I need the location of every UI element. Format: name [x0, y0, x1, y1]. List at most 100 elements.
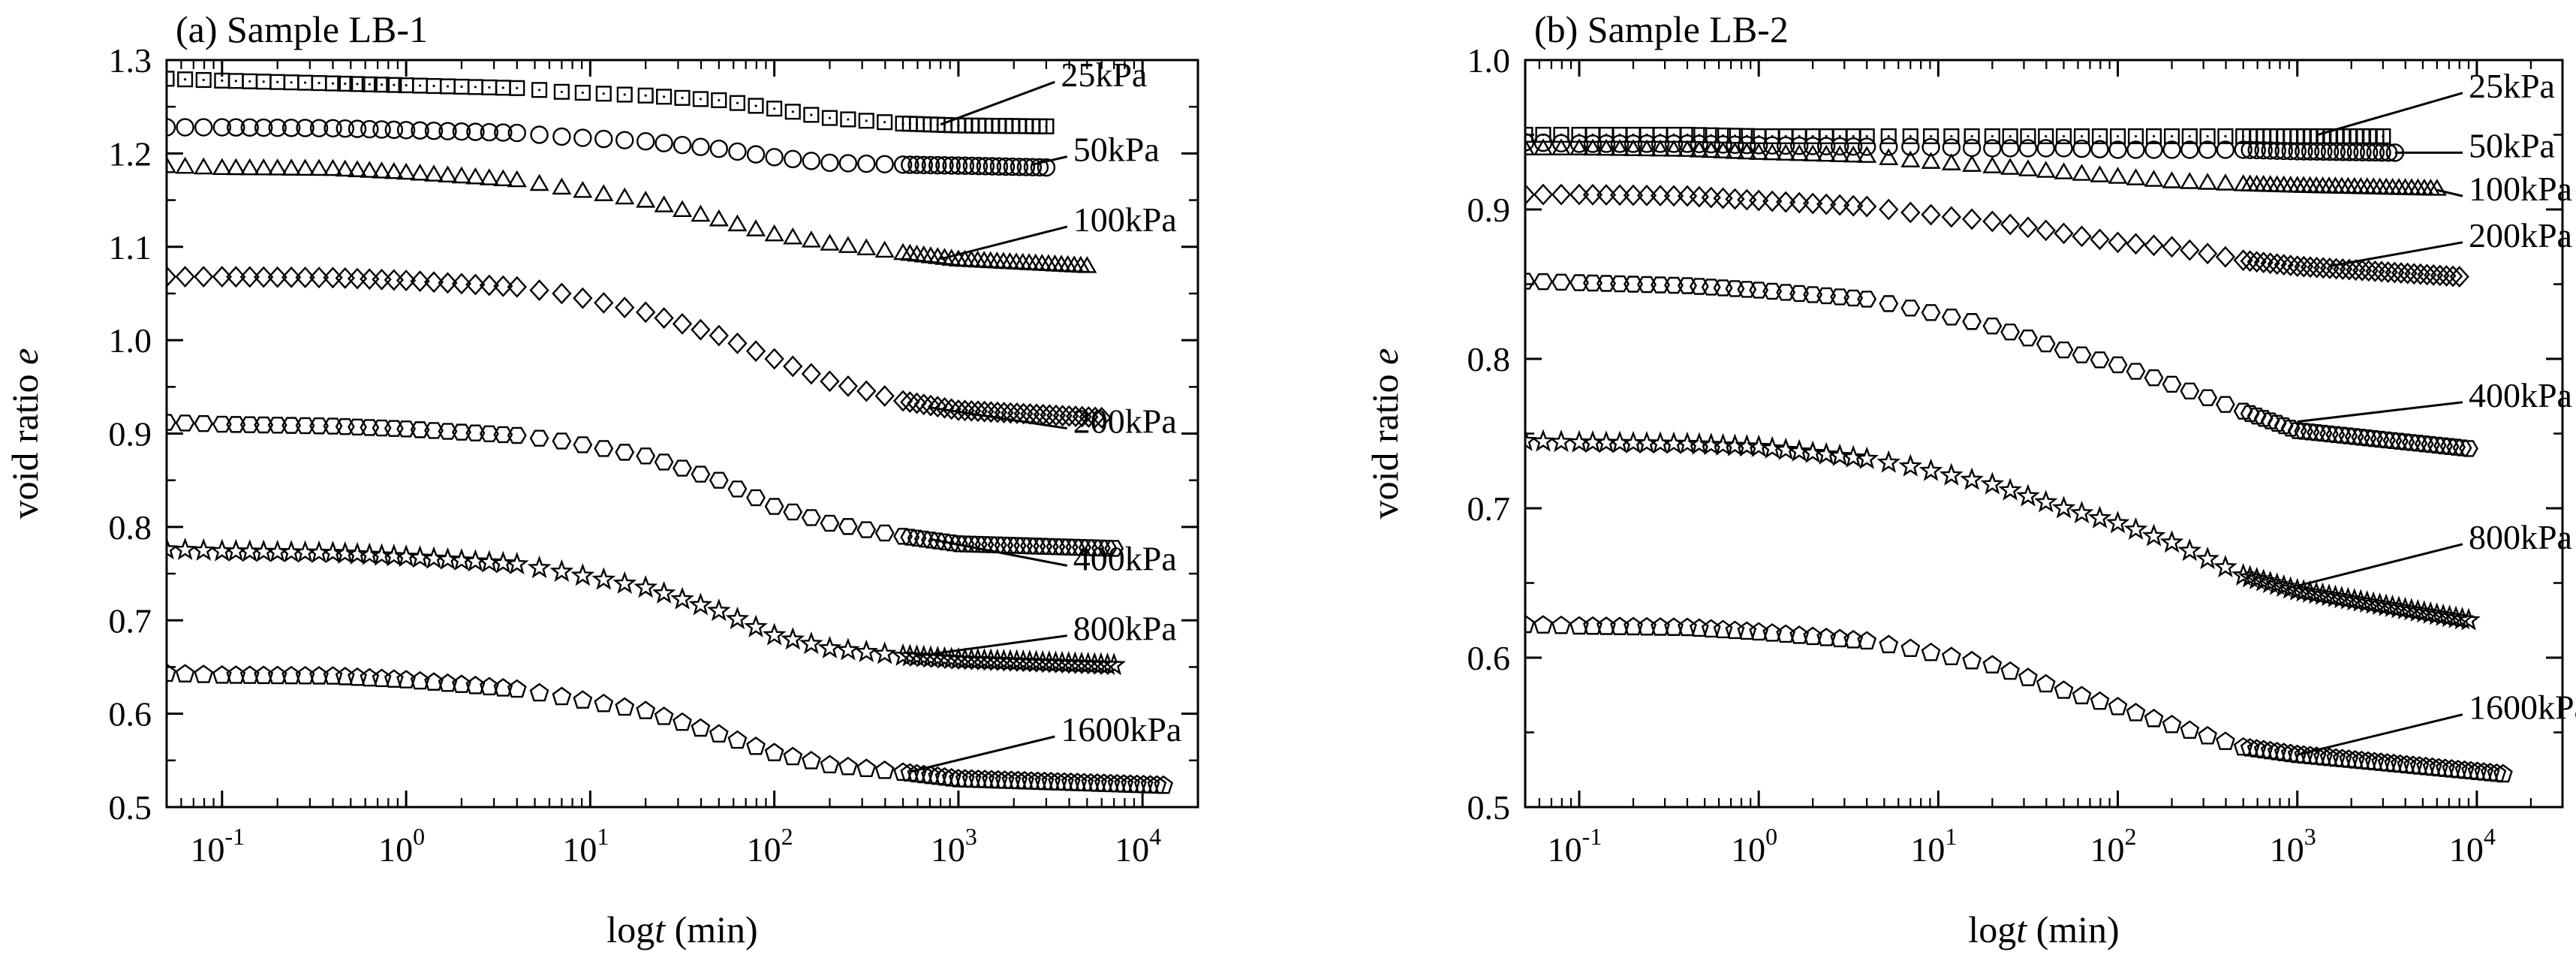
- data-point: [2213, 554, 2237, 578]
- x-tick-label: 104: [1115, 823, 1161, 869]
- data-point: [1714, 135, 1732, 154]
- data-point: [921, 155, 940, 175]
- data-point: [438, 122, 457, 140]
- data-point: [2352, 259, 2373, 282]
- data-point: [1803, 192, 1823, 215]
- data-point: [2109, 128, 2126, 145]
- data-point: [1636, 184, 1657, 206]
- data-point: [1879, 295, 1899, 312]
- data-point: [451, 423, 471, 441]
- data-point: [745, 219, 766, 236]
- data-point: [1551, 138, 1572, 155]
- data-point: [762, 622, 787, 646]
- data-point: [2412, 600, 2436, 623]
- data-point: [2373, 143, 2391, 162]
- data-point: [2397, 262, 2418, 285]
- data-point: [2380, 594, 2405, 618]
- data-point: [2371, 261, 2392, 283]
- data-point: [1749, 143, 1769, 160]
- data-point: [2036, 219, 2056, 242]
- data-point: [1549, 429, 1573, 453]
- data-point: [360, 161, 380, 178]
- data-point: [1664, 276, 1684, 294]
- data-point: [904, 644, 929, 667]
- data-point: [360, 268, 380, 291]
- data-point: [2126, 703, 2146, 721]
- data-point: [1569, 138, 1590, 155]
- data-point: [1531, 429, 1555, 452]
- data-point: [594, 184, 614, 201]
- data-point: [1801, 440, 1825, 463]
- data-point: [2090, 691, 2110, 710]
- data-point: [1095, 652, 1120, 676]
- data-point: [2442, 265, 2463, 288]
- data-point: [254, 416, 274, 434]
- data-point: [173, 537, 197, 561]
- series-400kPa: [1525, 273, 2478, 457]
- x-axis-label: logt (min): [606, 908, 757, 950]
- data-point: [1525, 273, 1535, 290]
- data-point: [914, 155, 933, 174]
- data-point: [2216, 140, 2235, 159]
- data-point: [529, 173, 549, 191]
- data-point: [324, 119, 342, 137]
- data-point: [764, 348, 784, 370]
- data-point: [2231, 562, 2256, 586]
- data-point: [764, 743, 784, 761]
- data-point: [711, 92, 727, 109]
- data-point: [2423, 264, 2444, 286]
- data-point: [856, 380, 877, 402]
- data-point: [874, 524, 895, 542]
- series-1600kPa: [1525, 614, 2513, 783]
- data-point: [691, 204, 711, 222]
- data-point: [1713, 141, 1733, 158]
- data-point: [1702, 134, 1720, 154]
- data-point: [2251, 568, 2276, 592]
- data-point: [1037, 158, 1056, 177]
- data-point: [1623, 184, 1644, 206]
- data-point: [1843, 289, 1864, 307]
- data-point: [1960, 467, 1984, 490]
- data-point: [594, 440, 614, 457]
- data-point: [996, 157, 1016, 176]
- data-point: [372, 268, 392, 291]
- data-point: [1725, 280, 1745, 297]
- data-point: [2334, 143, 2352, 161]
- series-label: 100kPa: [1073, 200, 1177, 239]
- data-point: [1984, 128, 2000, 145]
- data-point: [2108, 356, 2128, 374]
- data-point: [1596, 184, 1617, 206]
- data-point: [934, 533, 955, 550]
- data-point: [1007, 402, 1028, 424]
- data-point: [465, 424, 486, 441]
- data-point: [337, 75, 354, 92]
- data-point: [783, 503, 803, 521]
- data-point: [636, 190, 656, 208]
- chart-title: (a) Sample LB-1: [176, 8, 428, 50]
- data-point: [226, 266, 246, 288]
- data-point: [2233, 737, 2253, 756]
- data-point: [907, 392, 927, 414]
- data-point: [591, 567, 616, 590]
- data-point: [981, 401, 1001, 423]
- data-point: [928, 155, 947, 175]
- data-point: [1982, 318, 2003, 335]
- data-point: [1828, 443, 1852, 466]
- data-point: [2424, 602, 2449, 625]
- data-point: [1623, 139, 1644, 156]
- data-point: [2493, 764, 2513, 783]
- data-point: [2072, 346, 2092, 363]
- data-point: [1713, 187, 1733, 209]
- data-point: [1650, 185, 1671, 207]
- data-point: [1651, 276, 1670, 294]
- data-point: [573, 128, 592, 147]
- data-point: [2298, 580, 2322, 603]
- data-point: [1596, 138, 1617, 156]
- data-point: [968, 400, 989, 423]
- leader-line: [2328, 241, 2463, 268]
- data-point: [727, 480, 748, 498]
- data-point: [2144, 170, 2164, 187]
- data-point: [2141, 523, 2166, 547]
- data-point: [384, 120, 404, 140]
- data-point: [1102, 652, 1127, 676]
